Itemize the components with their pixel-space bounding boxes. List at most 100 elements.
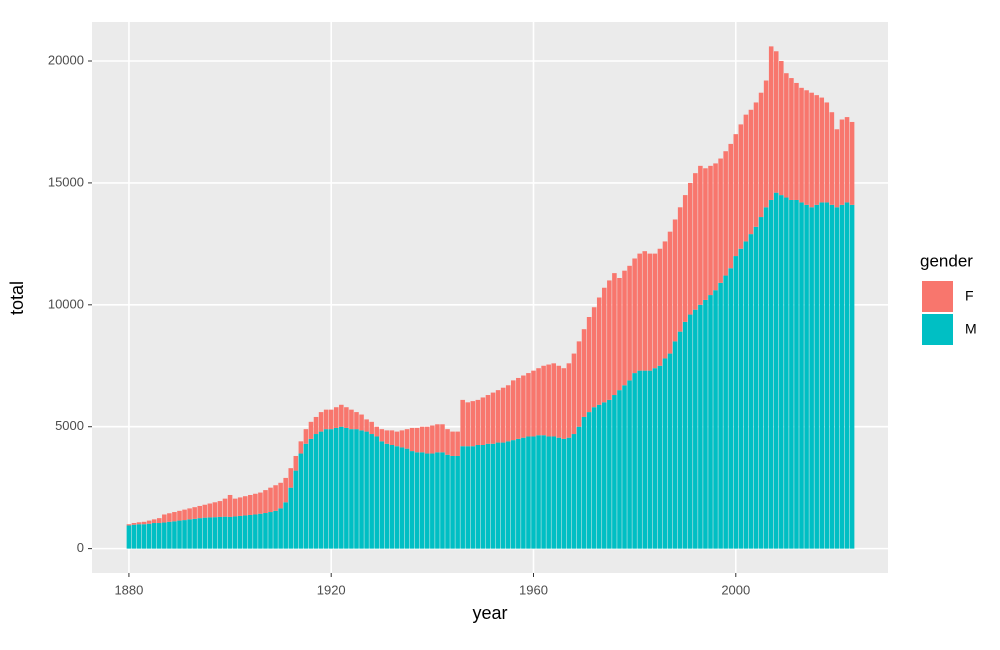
- bar: [753, 226, 759, 549]
- bar: [197, 505, 202, 519]
- bar: [551, 363, 556, 437]
- bar: [490, 392, 496, 444]
- bar: [652, 368, 658, 549]
- bar: [273, 485, 278, 511]
- bar: [844, 117, 850, 203]
- bar: [232, 516, 238, 549]
- x-tick-label: 1960: [519, 582, 548, 597]
- bar: [227, 516, 233, 549]
- bar: [779, 195, 784, 549]
- bar: [409, 427, 415, 452]
- bar: [748, 234, 754, 549]
- bar: [849, 204, 855, 549]
- legend-label: M: [965, 321, 977, 337]
- bar: [379, 441, 385, 549]
- bar: [399, 447, 405, 549]
- bar: [187, 508, 192, 520]
- bar: [242, 496, 248, 516]
- bar: [349, 429, 354, 549]
- bar: [430, 453, 435, 549]
- bar: [819, 202, 825, 549]
- bar: [288, 468, 294, 488]
- bar: [445, 429, 450, 455]
- bar: [167, 521, 172, 549]
- bar: [773, 192, 779, 549]
- bar: [328, 409, 334, 430]
- bar: [384, 443, 390, 549]
- bar: [672, 341, 678, 549]
- bar: [490, 443, 496, 549]
- bar: [495, 442, 501, 549]
- bar: [425, 453, 430, 549]
- bar: [647, 253, 653, 371]
- bar: [607, 399, 612, 549]
- bar: [839, 119, 845, 205]
- bar: [794, 82, 799, 200]
- bar: [349, 409, 354, 430]
- bar: [470, 401, 476, 447]
- bar: [571, 353, 577, 435]
- bar: [465, 402, 471, 447]
- bar: [834, 129, 840, 208]
- bar: [131, 524, 137, 549]
- bar: [364, 419, 369, 432]
- bar: [162, 522, 167, 549]
- bar: [389, 430, 395, 446]
- bar: [313, 416, 319, 435]
- bar: [470, 446, 476, 549]
- bar: [672, 219, 678, 342]
- bar: [141, 521, 147, 525]
- bar: [131, 523, 137, 525]
- bar: [784, 73, 789, 198]
- bar: [404, 429, 410, 449]
- bar: [202, 517, 208, 549]
- bar: [637, 370, 642, 549]
- bar: [414, 452, 420, 549]
- bar: [475, 399, 481, 446]
- bar: [576, 426, 582, 549]
- bar: [480, 445, 486, 549]
- bar: [328, 429, 334, 549]
- bar: [536, 435, 541, 549]
- bar: [480, 397, 486, 446]
- bar: [136, 524, 142, 549]
- bar: [809, 207, 814, 549]
- bar: [283, 477, 288, 503]
- bar: [677, 207, 683, 332]
- bar: [627, 380, 632, 549]
- bar: [364, 431, 369, 549]
- bar: [566, 363, 572, 438]
- bar: [207, 503, 213, 518]
- bar: [794, 199, 799, 549]
- bar: [445, 454, 450, 549]
- bar: [799, 202, 804, 549]
- bar: [156, 523, 162, 549]
- bar: [344, 427, 349, 549]
- bar: [541, 365, 546, 436]
- bar: [566, 437, 572, 549]
- bar: [687, 182, 693, 315]
- bar: [607, 280, 612, 400]
- bar: [141, 524, 147, 549]
- bar: [293, 470, 299, 549]
- bar: [359, 414, 364, 431]
- bar: [313, 434, 319, 549]
- bar: [581, 329, 587, 417]
- bar: [622, 270, 627, 386]
- bar: [526, 436, 531, 549]
- bar: [723, 275, 728, 549]
- bar: [698, 304, 703, 549]
- bar: [657, 365, 663, 549]
- bar: [561, 368, 567, 439]
- bar: [602, 402, 607, 549]
- bar: [318, 412, 324, 432]
- bar: [333, 427, 339, 549]
- bar: [738, 124, 744, 249]
- bar: [419, 426, 425, 453]
- bar: [779, 61, 784, 196]
- bar: [435, 424, 440, 453]
- bar: [809, 92, 814, 208]
- bar: [212, 502, 218, 518]
- bar: [576, 341, 582, 427]
- bar: [738, 248, 744, 549]
